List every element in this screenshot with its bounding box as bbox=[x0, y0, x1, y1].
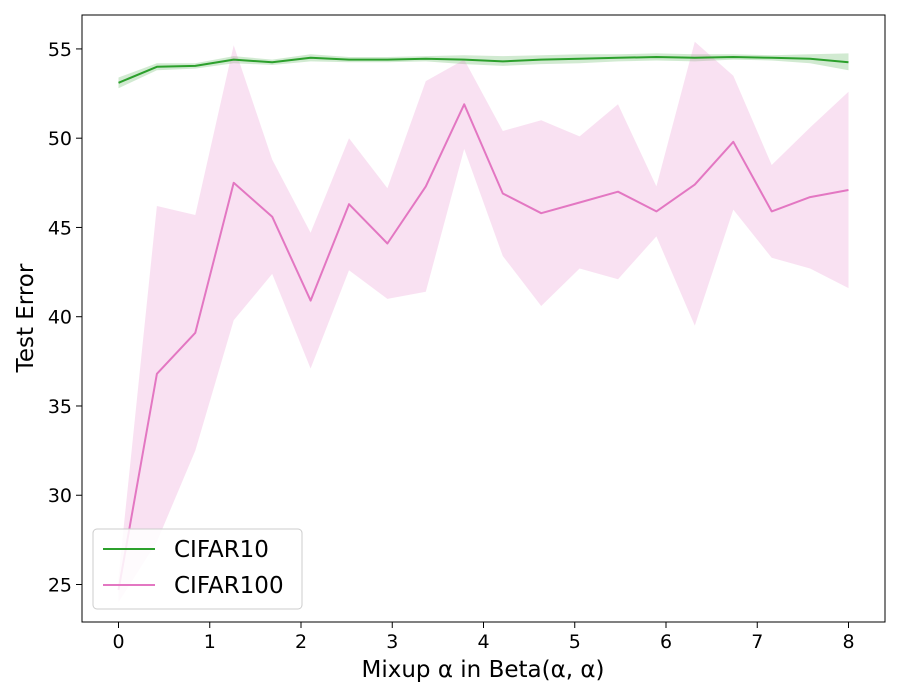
y-tick-label: 40 bbox=[48, 307, 72, 329]
line-cifar100 bbox=[117, 103, 849, 591]
x-axis-ticks: 0 1 2 3 4 5 6 7 8 bbox=[112, 622, 855, 653]
y-tick-label: 30 bbox=[48, 485, 72, 507]
y-tick-label: 25 bbox=[48, 575, 72, 597]
line-cifar10 bbox=[118, 56, 849, 84]
series-lines bbox=[117, 56, 849, 591]
y-tick-label: 55 bbox=[48, 39, 72, 61]
x-tick-label: 1 bbox=[204, 631, 216, 653]
legend: CIFAR10 CIFAR100 bbox=[92, 528, 303, 610]
x-tick-label: 2 bbox=[295, 631, 307, 653]
y-axis-ticks: 25 30 35 40 45 50 55 bbox=[48, 39, 82, 597]
band-cifar10 bbox=[118, 53, 849, 89]
y-tick-label: 50 bbox=[48, 128, 72, 150]
y-tick-label: 45 bbox=[48, 217, 72, 239]
y-tick-label: 35 bbox=[48, 396, 72, 418]
x-tick-label: 3 bbox=[386, 631, 398, 653]
x-tick-label: 4 bbox=[477, 631, 489, 653]
x-tick-label: 7 bbox=[751, 631, 763, 653]
x-tick-label: 8 bbox=[842, 631, 854, 653]
y-axis-label: Test Error bbox=[13, 263, 39, 373]
x-tick-label: 5 bbox=[569, 631, 581, 653]
band-cifar100 bbox=[118, 41, 849, 603]
legend-label-cifar10: CIFAR10 bbox=[174, 537, 269, 563]
x-tick-label: 6 bbox=[660, 631, 672, 653]
legend-label-cifar100: CIFAR100 bbox=[174, 573, 284, 599]
x-axis-label: Mixup α in Beta(α, α) bbox=[361, 657, 604, 683]
x-tick-label: 0 bbox=[112, 631, 124, 653]
confidence-bands bbox=[118, 41, 849, 603]
